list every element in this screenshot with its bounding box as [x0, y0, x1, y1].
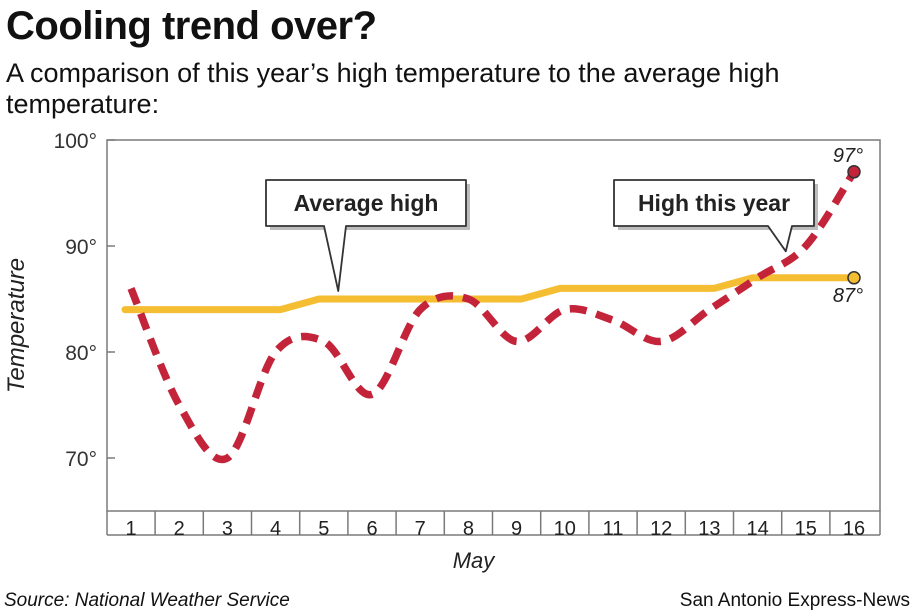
chart-callouts: Average high High this year [265, 179, 818, 292]
y-axis-label: Temperature [3, 258, 30, 393]
series-line-average-high [121, 274, 858, 314]
x-tick-label: 9 [511, 518, 522, 540]
x-axis-label: May [453, 548, 497, 573]
x-tick-label: 16 [843, 518, 865, 540]
x-tick-label: 13 [698, 518, 720, 540]
chart-lines [121, 165, 861, 464]
endpoint-marker [847, 271, 861, 285]
x-tick-label: 4 [270, 518, 281, 540]
y-tick-label: 100° [54, 130, 97, 153]
y-tick-label: 90° [65, 236, 97, 259]
x-tick-label: 2 [174, 518, 185, 540]
publisher-credit: San Antonio Express-News [679, 590, 910, 611]
chart-title: Cooling trend over? [6, 4, 377, 48]
source-note: Source: National Weather Service [4, 590, 290, 611]
callout-high-this-year-label: High this year [638, 190, 790, 216]
x-tick-label: 11 [603, 518, 624, 540]
endpoint-label: 97° [833, 145, 863, 167]
x-tick-label: 1 [125, 518, 136, 540]
callout-average-high-box [265, 179, 467, 292]
x-tick-label: 7 [415, 518, 426, 540]
callout-high-this-year-box [613, 179, 815, 253]
x-tick-label: 5 [318, 518, 329, 540]
chart-axes [106, 139, 881, 536]
series-line-high-this-year [127, 169, 858, 464]
x-tick-label: 15 [795, 518, 817, 540]
callout-average-high-label: Average high [294, 190, 439, 216]
chart-subtitle: A comparison of this year’s high tempera… [6, 58, 780, 119]
x-tick-label: 6 [366, 518, 377, 540]
endpoint-label: 87° [833, 285, 863, 307]
chart-labels: 100°90°80°70°1 2 3 4 5 6 7 8 9 10 11 12 13 14 15 16MayT… [3, 130, 865, 573]
plot-frame [106, 139, 881, 512]
y-tick-label: 80° [65, 342, 97, 365]
x-tick-label: 3 [222, 518, 233, 540]
endpoint-marker [847, 165, 861, 179]
y-tick-label: 70° [65, 448, 97, 471]
x-tick-label: 14 [746, 518, 768, 540]
x-tick-label: 12 [650, 518, 672, 540]
x-tick-label: 8 [463, 518, 474, 540]
x-tick-label: 10 [554, 518, 576, 540]
